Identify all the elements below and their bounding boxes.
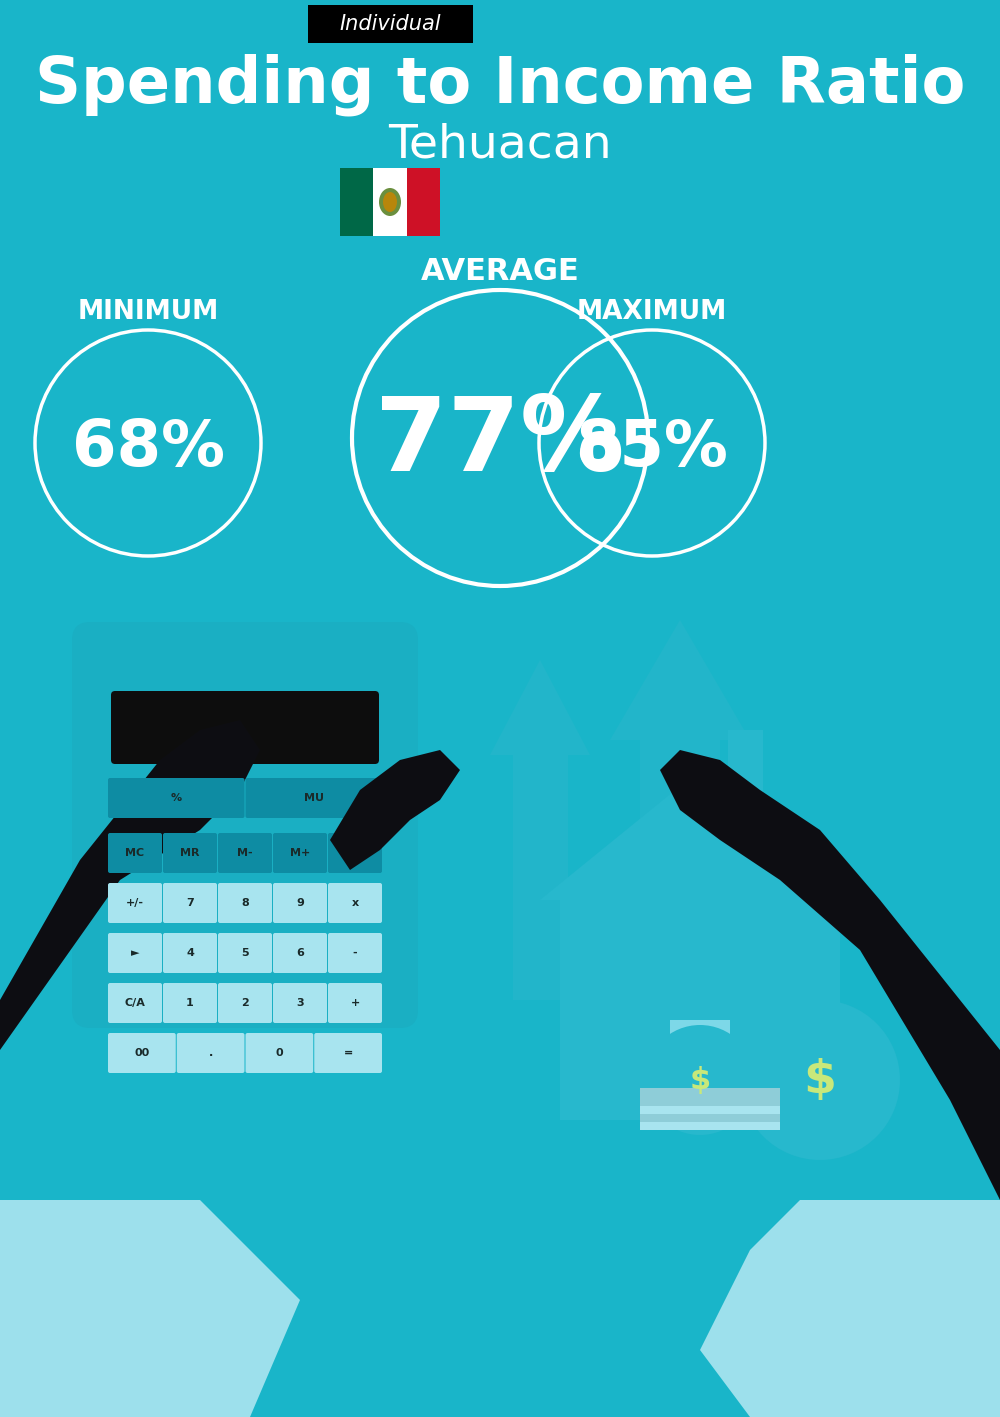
Text: 0: 0 [276, 1049, 283, 1058]
FancyBboxPatch shape [218, 833, 272, 873]
Text: 7: 7 [186, 898, 194, 908]
FancyBboxPatch shape [163, 883, 217, 922]
Ellipse shape [379, 188, 401, 215]
FancyBboxPatch shape [640, 1095, 780, 1114]
Text: 8: 8 [241, 898, 249, 908]
Text: 2: 2 [241, 998, 249, 1007]
Polygon shape [540, 769, 860, 900]
FancyBboxPatch shape [163, 983, 217, 1023]
Circle shape [645, 1024, 755, 1135]
Text: 77%: 77% [375, 393, 625, 493]
Polygon shape [0, 1200, 300, 1417]
Text: Individual: Individual [339, 14, 441, 34]
FancyBboxPatch shape [340, 169, 373, 237]
FancyBboxPatch shape [108, 983, 162, 1023]
Text: 1: 1 [186, 998, 194, 1007]
FancyBboxPatch shape [670, 1020, 730, 1119]
Text: .: . [208, 1049, 213, 1058]
Text: +/-: +/- [126, 898, 144, 908]
Text: $: $ [689, 1066, 711, 1094]
Polygon shape [610, 621, 750, 740]
FancyBboxPatch shape [218, 932, 272, 973]
FancyBboxPatch shape [640, 1112, 780, 1129]
FancyBboxPatch shape [273, 833, 327, 873]
Text: 4: 4 [186, 948, 194, 958]
FancyBboxPatch shape [640, 730, 720, 1050]
Text: -: - [353, 948, 357, 958]
Text: AVERAGE: AVERAGE [421, 258, 579, 286]
FancyBboxPatch shape [108, 778, 244, 818]
Text: %: % [171, 794, 182, 803]
FancyBboxPatch shape [314, 1033, 382, 1073]
FancyBboxPatch shape [246, 1033, 313, 1073]
Text: 9: 9 [296, 898, 304, 908]
FancyBboxPatch shape [218, 983, 272, 1023]
Text: ►: ► [131, 948, 139, 958]
Text: MR: MR [180, 847, 200, 859]
Text: Tehuacan: Tehuacan [388, 122, 612, 167]
FancyBboxPatch shape [163, 932, 217, 973]
FancyBboxPatch shape [111, 691, 379, 764]
FancyBboxPatch shape [328, 833, 382, 873]
FancyBboxPatch shape [177, 1033, 244, 1073]
FancyBboxPatch shape [108, 883, 162, 922]
Text: $: $ [804, 1057, 836, 1102]
Text: 68%: 68% [72, 417, 224, 479]
FancyBboxPatch shape [218, 883, 272, 922]
Text: x: x [351, 898, 359, 908]
Text: 00: 00 [134, 1049, 150, 1058]
Polygon shape [700, 1200, 1000, 1417]
FancyBboxPatch shape [108, 932, 162, 973]
Text: 85%: 85% [576, 417, 728, 479]
FancyBboxPatch shape [640, 1104, 780, 1122]
FancyBboxPatch shape [246, 778, 382, 818]
Ellipse shape [383, 191, 397, 213]
Text: 5: 5 [241, 948, 249, 958]
FancyBboxPatch shape [512, 747, 568, 1000]
FancyBboxPatch shape [273, 883, 327, 922]
Text: +: + [350, 998, 360, 1007]
Text: M-: M- [237, 847, 253, 859]
Text: MAXIMUM: MAXIMUM [577, 299, 727, 324]
Text: C/A: C/A [125, 998, 145, 1007]
Polygon shape [490, 660, 590, 755]
FancyBboxPatch shape [328, 883, 382, 922]
FancyBboxPatch shape [273, 983, 327, 1023]
FancyBboxPatch shape [560, 900, 840, 1119]
FancyBboxPatch shape [108, 833, 162, 873]
FancyBboxPatch shape [328, 983, 382, 1023]
FancyBboxPatch shape [108, 1033, 176, 1073]
Text: MU: MU [304, 794, 324, 803]
FancyBboxPatch shape [328, 932, 382, 973]
FancyBboxPatch shape [640, 1088, 780, 1107]
Text: MC: MC [125, 847, 145, 859]
FancyBboxPatch shape [72, 622, 418, 1027]
Text: :: : [353, 847, 357, 859]
Text: 6: 6 [296, 948, 304, 958]
Text: MINIMUM: MINIMUM [77, 299, 219, 324]
FancyBboxPatch shape [163, 833, 217, 873]
FancyBboxPatch shape [728, 730, 763, 820]
Text: M+: M+ [290, 847, 310, 859]
Polygon shape [660, 750, 1000, 1417]
FancyBboxPatch shape [373, 169, 407, 237]
FancyBboxPatch shape [273, 932, 327, 973]
Polygon shape [0, 720, 260, 1417]
Circle shape [740, 1000, 900, 1161]
FancyBboxPatch shape [308, 6, 473, 43]
Text: 3: 3 [296, 998, 304, 1007]
Text: Spending to Income Ratio: Spending to Income Ratio [35, 54, 965, 116]
Polygon shape [330, 750, 460, 870]
FancyBboxPatch shape [407, 169, 440, 237]
Text: =: = [344, 1049, 353, 1058]
